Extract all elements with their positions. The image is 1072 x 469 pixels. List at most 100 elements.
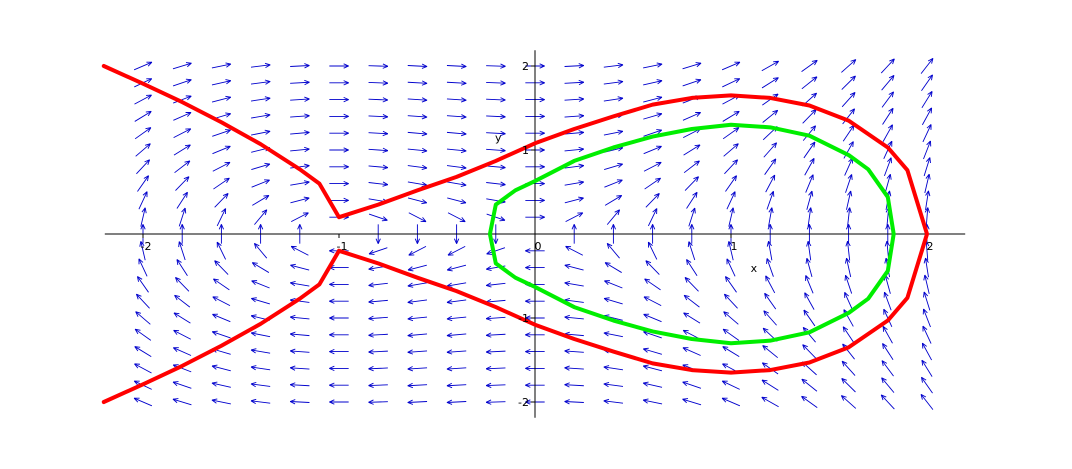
direction-arrow <box>761 77 779 89</box>
direction-arrow <box>485 315 506 321</box>
x-tick-label: -2 <box>141 240 152 253</box>
direction-arrow <box>806 240 812 261</box>
direction-arrow <box>290 79 310 86</box>
direction-arrow <box>407 97 428 103</box>
direction-arrow <box>486 63 506 69</box>
direction-arrow <box>134 127 152 140</box>
direction-arrow <box>446 264 467 272</box>
direction-arrow <box>290 130 310 136</box>
direction-arrow <box>134 363 152 374</box>
direction-arrow <box>172 78 192 87</box>
direction-arrow <box>173 144 191 156</box>
direction-arrow <box>446 97 467 103</box>
direction-arrow <box>802 344 817 359</box>
direction-arrow <box>565 245 583 256</box>
direction-arrow <box>368 282 388 288</box>
direction-arrow <box>921 376 933 394</box>
direction-arrow <box>368 147 389 153</box>
direction-arrow <box>368 247 388 255</box>
direction-arrow <box>134 346 152 358</box>
direction-arrow <box>289 331 310 337</box>
separatrix-curve <box>101 64 929 375</box>
direction-arrow <box>329 365 349 372</box>
direction-arrow <box>880 394 895 410</box>
direction-arrow <box>133 397 153 407</box>
direction-arrow <box>564 180 584 186</box>
direction-arrow <box>250 365 271 371</box>
direction-arrow <box>368 130 389 137</box>
direction-arrow <box>211 381 231 388</box>
direction-arrow <box>289 382 310 388</box>
direction-arrow <box>252 194 270 206</box>
direction-arrow <box>721 61 741 71</box>
direction-arrow <box>446 282 467 288</box>
direction-arrow <box>728 207 735 227</box>
direction-arrow <box>603 129 624 136</box>
direction-arrow <box>764 292 777 310</box>
direction-arrow <box>329 130 349 136</box>
direction-arrow <box>134 94 152 105</box>
direction-arrow <box>722 110 740 122</box>
direction-arrow <box>446 299 467 305</box>
direction-arrow <box>564 163 585 169</box>
direction-arrow <box>642 398 663 405</box>
direction-arrow <box>643 62 663 69</box>
direction-arrow <box>368 80 389 86</box>
direction-arrow <box>564 146 585 153</box>
direction-arrow <box>603 398 624 405</box>
direction-arrow <box>407 264 427 272</box>
direction-arrow <box>446 63 467 69</box>
direction-arrow <box>173 112 192 121</box>
direction-arrow <box>368 114 389 120</box>
direction-arrow <box>721 397 741 407</box>
direction-arrow <box>250 79 271 85</box>
direction-arrow <box>446 332 467 338</box>
direction-arrow <box>841 92 856 108</box>
direction-arrow <box>447 197 467 205</box>
direction-arrow <box>290 63 310 69</box>
direction-arrow <box>604 179 623 188</box>
direction-arrow <box>485 349 506 355</box>
direction-arrow <box>446 315 467 322</box>
direction-arrow <box>844 157 854 176</box>
direction-arrow <box>290 196 310 204</box>
direction-arrow <box>329 113 349 120</box>
direction-arrow <box>368 181 389 187</box>
direction-arrow <box>921 342 933 361</box>
direction-arrow <box>290 163 310 169</box>
x-tick-label: 2 <box>927 240 934 253</box>
direction-arrow <box>172 381 192 389</box>
direction-arrow <box>212 129 231 137</box>
direction-arrow <box>920 57 934 74</box>
solution-curves <box>101 64 929 404</box>
direction-arrow <box>722 328 740 341</box>
direction-arrow <box>446 114 467 120</box>
direction-arrow <box>922 308 931 328</box>
direction-arrow <box>486 247 506 255</box>
direction-arrow <box>603 96 624 102</box>
direction-arrow <box>841 360 856 376</box>
direction-arrow <box>251 162 271 171</box>
direction-arrow <box>250 381 271 388</box>
direction-arrow <box>606 242 620 259</box>
direction-arrow <box>841 75 856 90</box>
direction-arrow <box>564 365 584 371</box>
direction-arrow <box>684 176 699 191</box>
direction-arrow <box>368 97 389 103</box>
direction-arrow <box>407 197 428 205</box>
direction-arrow <box>329 180 349 187</box>
direction-arrow <box>763 310 777 326</box>
direction-arrow <box>368 164 389 170</box>
x-axis-label: x <box>751 262 758 275</box>
direction-arrow <box>329 80 349 86</box>
direction-arrow <box>841 377 856 393</box>
y-tick-label: 2 <box>522 60 529 73</box>
y-tick-label: -2 <box>518 396 529 409</box>
direction-arrow <box>212 313 231 323</box>
direction-arrow <box>564 196 584 204</box>
direction-arrow <box>253 242 268 259</box>
direction-arrow <box>446 349 467 355</box>
direction-arrow <box>801 76 818 90</box>
direction-arrow <box>212 296 231 307</box>
direction-arrow <box>251 113 271 119</box>
